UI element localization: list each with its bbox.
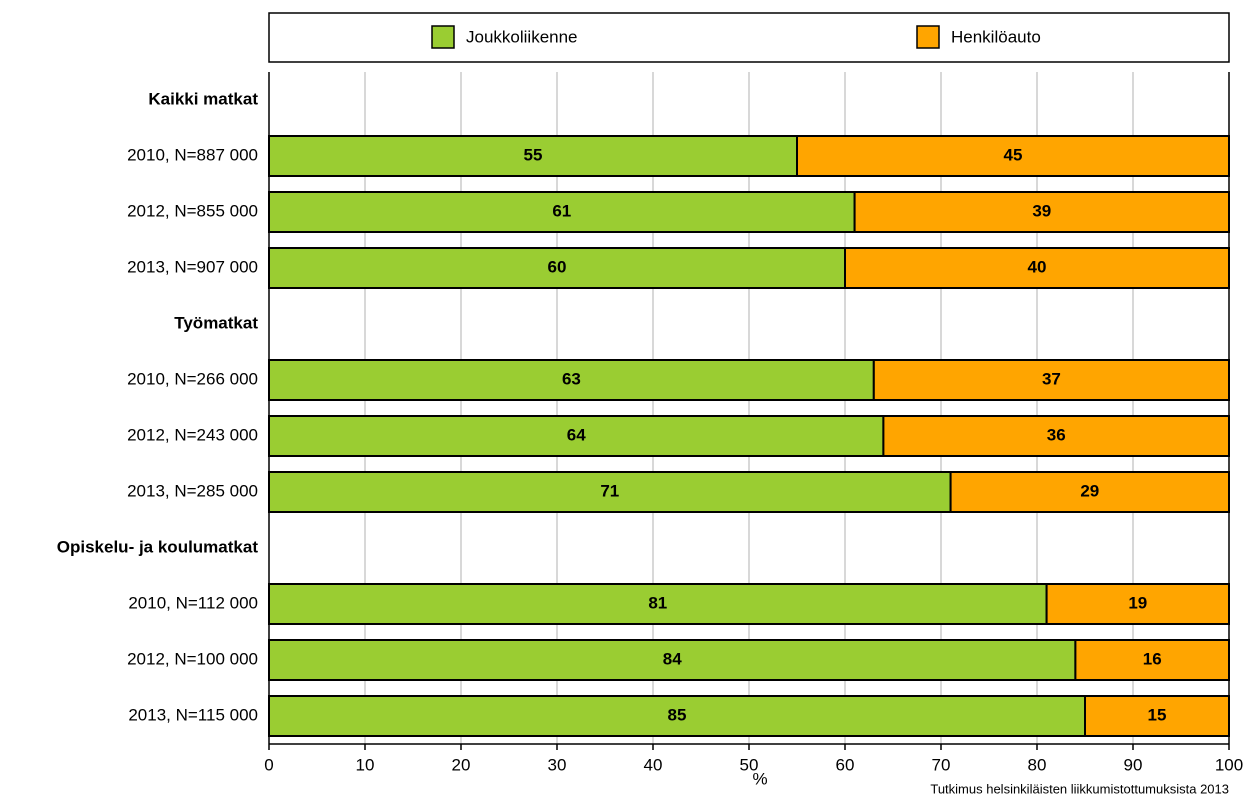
bar [1074,639,1231,681]
value-label: 61 [552,201,571,220]
value-label: 36 [1047,425,1066,444]
source-note: Tutkimus helsinkiläisten liikkumistottum… [930,781,1229,796]
x-tick-label: 10 [356,755,375,774]
value-label: 63 [562,369,581,388]
x-tick-label: 0 [264,755,273,774]
y-tick-label: 2013, N=907 000 [127,257,258,276]
x-tick-label: 70 [932,755,951,774]
x-tick-label: 40 [644,755,663,774]
bar [882,415,1231,457]
legend-box [268,12,1230,63]
value-label: 55 [524,145,543,164]
value-label: 39 [1032,201,1051,220]
y-tick-label: 2013, N=285 000 [127,481,258,500]
value-label: 45 [1004,145,1023,164]
value-label: 84 [663,649,682,668]
y-tick-label: 2010, N=266 000 [127,369,258,388]
x-axis-label: % [752,769,767,788]
x-tick-label: 60 [836,755,855,774]
y-tick-label: 2010, N=112 000 [128,593,258,612]
x-tick-label: 80 [1028,755,1047,774]
y-tick-label: 2012, N=100 000 [127,649,258,668]
value-label: 29 [1080,481,1099,500]
bar [268,247,846,289]
value-label: 19 [1128,593,1147,612]
value-label: 60 [548,257,567,276]
value-label: 16 [1143,649,1162,668]
y-tick-label: Työmatkat [174,313,258,332]
value-label: 15 [1148,705,1167,724]
legend-label: Joukkoliikenne [466,27,578,46]
value-label: 64 [567,425,586,444]
bar [949,471,1230,513]
bar [268,191,856,233]
legend-label: Henkilöauto [951,27,1041,46]
x-tick-label: 50 [740,755,759,774]
bar [268,359,875,401]
y-tick-label: Opiskelu- ja koulumatkat [57,537,259,556]
value-label: 40 [1028,257,1047,276]
x-tick-label: 20 [452,755,471,774]
bar [1084,695,1230,737]
bar [853,191,1230,233]
legend-swatch [916,25,940,49]
y-tick-label: Kaikki matkat [148,89,258,108]
bar [268,415,885,457]
bar [844,247,1230,289]
legend-swatch [431,25,455,49]
y-tick-label: 2010, N=887 000 [127,145,258,164]
value-label: 71 [600,481,619,500]
y-tick-label: 2013, N=115 000 [128,705,258,724]
value-label: 37 [1042,369,1061,388]
x-tick-label: 100 [1215,755,1243,774]
y-tick-label: 2012, N=243 000 [127,425,258,444]
y-tick-label: 2012, N=855 000 [127,201,258,220]
x-tick-label: 90 [1124,755,1143,774]
bar [268,135,798,177]
x-tick-label: 30 [548,755,567,774]
bar [796,135,1230,177]
value-label: 85 [668,705,687,724]
value-label: 81 [648,593,667,612]
